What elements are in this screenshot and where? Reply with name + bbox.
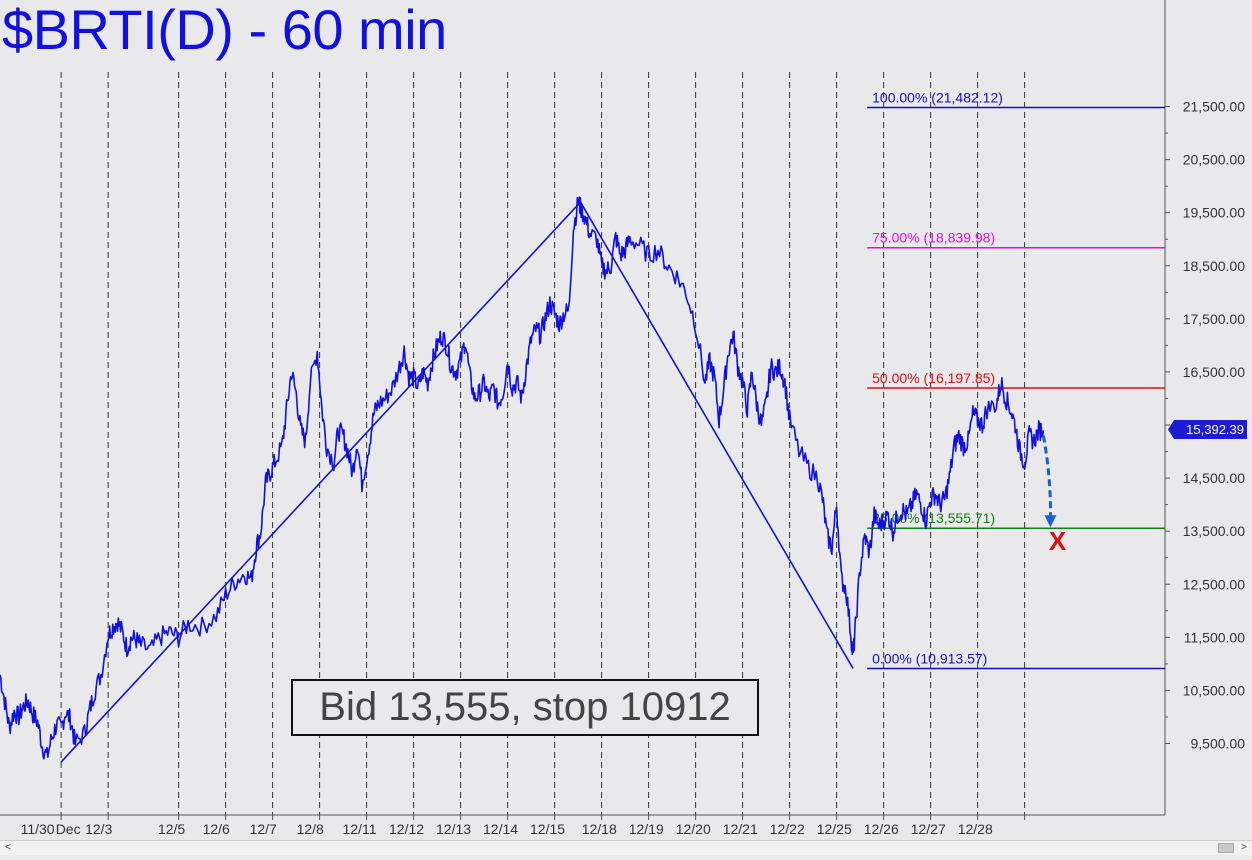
y-tick-label: 12,500.00 bbox=[1183, 576, 1245, 592]
x-tick-label: 12/12 bbox=[389, 821, 424, 837]
fib-level-label: 50.00% (16,197.85) bbox=[872, 370, 995, 386]
projection-arrowhead bbox=[1044, 515, 1057, 528]
x-tick-label: 12/19 bbox=[629, 821, 664, 837]
price-series-line bbox=[0, 196, 1045, 760]
chart-title: $BRTI(D) - 60 min bbox=[2, 0, 447, 61]
annotation-box: Bid 13,555, stop 10912 bbox=[291, 679, 759, 736]
y-tick-label: 9,500.00 bbox=[1191, 736, 1246, 752]
x-tick-label: 12/13 bbox=[436, 821, 471, 837]
x-tick-label: 12/28 bbox=[958, 821, 993, 837]
y-tick-label: 16,500.00 bbox=[1183, 364, 1245, 380]
x-tick-label: 12/5 bbox=[158, 821, 185, 837]
y-tick-label: 14,500.00 bbox=[1183, 470, 1245, 486]
x-tick-label: 12/7 bbox=[250, 821, 277, 837]
x-tick-label: 12/22 bbox=[770, 821, 805, 837]
x-tick-label: 12/14 bbox=[483, 821, 518, 837]
y-tick-label: 21,500.00 bbox=[1183, 99, 1245, 115]
x-tick-label: 12/6 bbox=[203, 821, 230, 837]
x-tick-label: 12/20 bbox=[676, 821, 711, 837]
y-tick-label: 20,500.00 bbox=[1183, 152, 1245, 168]
scroll-left-icon[interactable]: < bbox=[5, 842, 11, 853]
x-tick-label: 12/27 bbox=[911, 821, 946, 837]
scroll-right-icon[interactable]: > bbox=[1241, 842, 1247, 853]
x-tick-label: 11/30 bbox=[21, 821, 55, 837]
fib-level-label: 100.00% (21,482.12) bbox=[872, 89, 1003, 105]
y-tick-label: 11,500.00 bbox=[1184, 629, 1245, 645]
target-x-marker: X bbox=[1049, 526, 1067, 556]
x-tick-label: 12/15 bbox=[530, 821, 565, 837]
x-tick-label: 12/21 bbox=[723, 821, 758, 837]
horizontal-scrollbar[interactable]: < > bbox=[0, 840, 1252, 855]
x-tick-label: 12/18 bbox=[582, 821, 617, 837]
y-tick-label: 18,500.00 bbox=[1183, 258, 1245, 274]
y-tick-label: 19,500.00 bbox=[1183, 205, 1245, 221]
fib-level-label: 0.00% (10,913.57) bbox=[872, 650, 987, 666]
x-tick-label: 12/26 bbox=[864, 821, 899, 837]
trend-line bbox=[579, 201, 854, 669]
x-tick-label: Dec bbox=[56, 821, 81, 837]
x-tick-label: 12/25 bbox=[817, 821, 852, 837]
trend-line bbox=[60, 201, 582, 763]
y-tick-label: 13,500.00 bbox=[1183, 523, 1245, 539]
y-tick-label: 17,500.00 bbox=[1183, 311, 1245, 327]
x-tick-label: 12/11 bbox=[343, 821, 377, 837]
scroll-thumb[interactable] bbox=[1218, 843, 1234, 853]
last-price-tag: 15,392.39 bbox=[1168, 420, 1247, 439]
y-tick-label: 10,500.00 bbox=[1183, 682, 1245, 698]
fib-level-label: 75.00% (18,839.98) bbox=[872, 230, 995, 246]
x-tick-label: 12/3 bbox=[85, 821, 112, 837]
projection-arrow bbox=[1041, 435, 1053, 524]
x-tick-label: 12/8 bbox=[297, 821, 324, 837]
